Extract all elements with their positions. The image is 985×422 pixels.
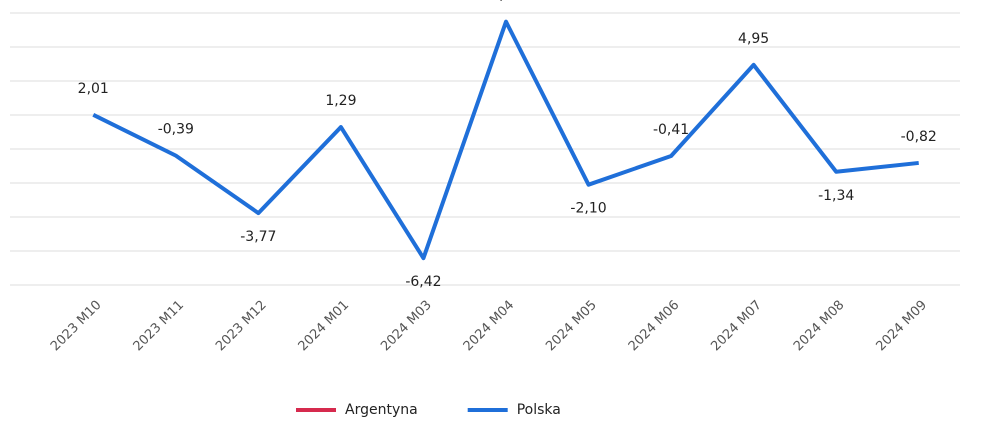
x-tick-label: 2024 M05 bbox=[543, 298, 600, 355]
data-label: -0,39 bbox=[158, 122, 194, 138]
x-tick-label: 2023 M10 bbox=[48, 298, 105, 355]
x-tick-label: 2023 M11 bbox=[131, 298, 188, 355]
x-tick-label: 2024 M07 bbox=[708, 298, 765, 355]
data-label: -0,82 bbox=[901, 129, 937, 145]
data-label: 2,01 bbox=[78, 81, 109, 97]
series-line bbox=[92, 19, 919, 261]
x-tick-label: 2024 M04 bbox=[461, 298, 518, 355]
data-label: 4,95 bbox=[738, 31, 769, 47]
x-tick-label: 2024 M08 bbox=[791, 298, 848, 355]
data-label: -1,34 bbox=[818, 188, 854, 204]
legend-label: Argentyna bbox=[345, 402, 418, 418]
x-tick-label: 2024 M09 bbox=[873, 298, 930, 355]
x-tick-label: 2023 M12 bbox=[213, 298, 270, 355]
data-label: -3,77 bbox=[240, 229, 276, 245]
x-tick-label: 2024 M01 bbox=[296, 298, 353, 355]
data-label: 1,29 bbox=[325, 93, 356, 109]
data-label: -6,42 bbox=[405, 274, 441, 290]
data-label: 7,49 bbox=[490, 0, 521, 4]
data-label: -2,10 bbox=[570, 201, 606, 217]
x-tick-label: 2024 M06 bbox=[626, 298, 683, 355]
legend-label: Polska bbox=[517, 402, 561, 418]
data-label: -0,41 bbox=[653, 122, 689, 138]
x-tick-label: 2024 M03 bbox=[378, 298, 435, 355]
